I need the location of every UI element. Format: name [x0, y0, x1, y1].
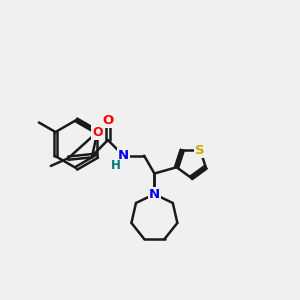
Text: O: O	[102, 114, 113, 128]
Text: S: S	[195, 144, 205, 157]
Text: N: N	[149, 188, 160, 201]
Text: O: O	[92, 125, 103, 139]
Text: N: N	[118, 149, 129, 162]
Text: N: N	[149, 188, 160, 201]
Text: H: H	[111, 160, 121, 172]
